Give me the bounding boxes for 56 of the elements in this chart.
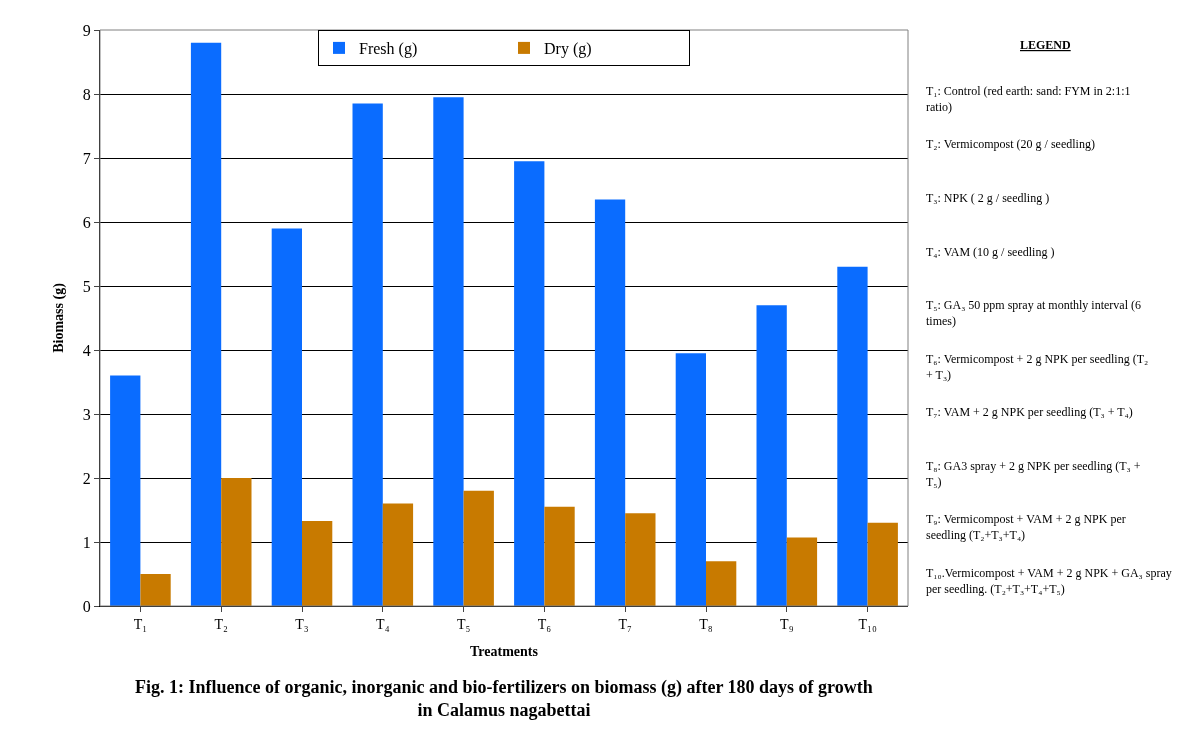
x-tick-label: T₆	[537, 616, 552, 632]
bar	[756, 305, 787, 606]
bar	[544, 506, 575, 606]
bar	[271, 228, 302, 606]
bar	[867, 522, 898, 606]
text: T₃: NPK ( 2 g / seedling )	[926, 191, 1050, 205]
text: T₇: VAM + 2 g NPK per seedling (T₃ + T₄)	[926, 405, 1133, 419]
x-tick-label: T₉	[780, 616, 794, 632]
y-tick-label: 3	[82, 405, 91, 423]
text: T₂: Vermicompost (20 g / seedling)	[926, 137, 1095, 151]
x-tick-label: T₇	[618, 616, 633, 632]
text: T₄: VAM (10 g / seedling )	[926, 245, 1055, 259]
legend-label: Dry (g)	[544, 40, 592, 59]
x-tick-label: T₁	[133, 616, 148, 632]
bar	[221, 478, 252, 606]
y-tick-label: 7	[82, 149, 91, 167]
x-axis-title: Treatments	[470, 644, 539, 660]
y-tick-label: 4	[82, 341, 91, 359]
bar	[675, 353, 706, 606]
x-tick-label: T₁₀	[858, 616, 877, 632]
y-axis-title: Biomass (g)	[51, 282, 68, 353]
bar	[382, 503, 414, 606]
bar	[352, 103, 383, 606]
text: Fig. 1: Influence of organic, inorganic and bio-fertilizers on biomass (g) after 180 days of growth in Calamus nagabettai	[135, 677, 873, 721]
legend-label: Fresh (g)	[359, 40, 418, 59]
y-tick-label: 5	[82, 277, 91, 295]
legend-title: LEGEND	[1020, 38, 1072, 52]
bar	[433, 97, 464, 606]
bar	[110, 375, 141, 606]
text: T₈: GA3 spray + 2 g NPK per seedling (T₃ + T₅)	[926, 459, 1141, 489]
bar	[463, 490, 494, 606]
text: T₅: GA₃ 50 ppm spray at monthly interval (6 times)	[926, 298, 1141, 328]
x-tick-label: T₈	[699, 616, 713, 632]
text: T₁₀.Vermicompost + VAM + 2 g NPK + GA₃ spray per seedling. (T₂+T₃+T₄+T₅)	[926, 566, 1172, 596]
y-tick-label: 9	[82, 21, 91, 39]
bar	[786, 537, 818, 606]
bar	[625, 513, 656, 606]
y-tick-label: 0	[82, 597, 91, 615]
bar	[594, 199, 626, 606]
bar	[837, 266, 868, 606]
y-tick-label: 1	[82, 533, 91, 551]
y-tick-label: 2	[82, 469, 91, 487]
bar	[140, 574, 171, 606]
x-tick-label: T₃	[295, 616, 309, 632]
x-tick-label: T₄	[376, 616, 390, 632]
y-tick-label: 6	[82, 213, 91, 231]
text: T₁: Control (red earth: sand: FYM in 2:1:1 ratio)	[926, 84, 1131, 114]
x-tick-label: T₂	[214, 616, 229, 632]
text: T₉: Vermicompost + VAM + 2 g NPK per seedling (T₂+T₃+T₄)	[926, 512, 1126, 542]
bar	[190, 42, 222, 606]
x-tick-label: T₅	[456, 616, 471, 632]
bar	[302, 520, 333, 606]
y-tick-label: 8	[82, 85, 91, 103]
text: T₆: Vermicompost + 2 g NPK per seedling (T₂ + T₃)	[926, 352, 1149, 382]
bar	[514, 161, 545, 606]
bar	[706, 561, 737, 606]
